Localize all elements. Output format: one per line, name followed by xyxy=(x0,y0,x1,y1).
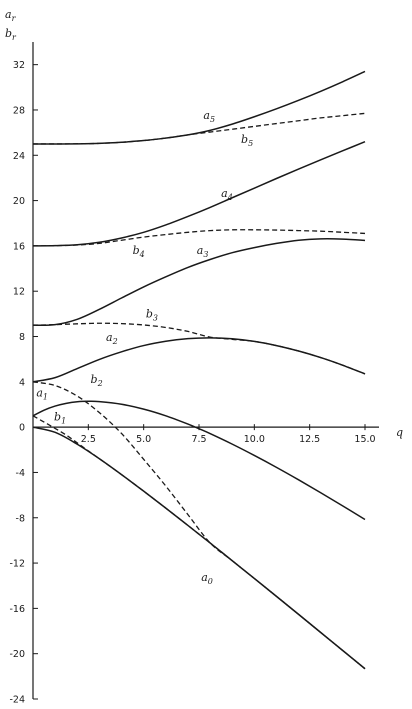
series-label-a2: a2 xyxy=(106,331,118,346)
y-axis-title: ar br xyxy=(5,8,17,42)
series-line-a0 xyxy=(32,426,366,670)
series-label-a1: a1 xyxy=(36,387,48,402)
y-tick-label: 28 xyxy=(13,105,25,116)
y-tick-label: -24 xyxy=(9,695,25,706)
x-tick-label: 12.5 xyxy=(299,434,320,445)
series-label-b4: b4 xyxy=(133,244,145,259)
series-label-a0: a0 xyxy=(201,571,213,586)
y-tick-label: 4 xyxy=(19,377,25,388)
y-axis-title-bottom-letter: b xyxy=(5,27,12,40)
series-line-a5 xyxy=(32,70,366,145)
y-axis-title-top-subscript: r xyxy=(12,14,17,23)
x-axis-title: q xyxy=(396,426,403,439)
y-tick-label: 24 xyxy=(13,151,25,162)
series-label-b1: b1 xyxy=(54,410,66,425)
series-line-a4 xyxy=(32,140,366,247)
y-axis-title-bottom-subscript: r xyxy=(12,33,17,42)
x-tick-label: 15.0 xyxy=(354,434,375,445)
y-tick-label: -12 xyxy=(9,559,25,570)
series-label-b3: b3 xyxy=(146,307,158,322)
curve-labels: a0 a1 b1 a2 b2 a3 b3 a4 b4 a5 b5 xyxy=(36,109,253,586)
series-curves xyxy=(32,70,366,670)
series-label-a4: a4 xyxy=(221,187,233,202)
series-label-b5: b5 xyxy=(241,133,253,148)
x-tick-label: 10.0 xyxy=(244,434,265,445)
y-tick-label: 16 xyxy=(13,241,25,252)
y-axis-title-bottom: br xyxy=(5,27,17,42)
y-tick-label: -8 xyxy=(16,513,25,524)
series-label-a5: a5 xyxy=(203,109,215,124)
y-axis-title-top-letter: a xyxy=(5,8,12,21)
y-tick-label: -20 xyxy=(9,649,25,660)
series-line-b2 xyxy=(32,381,366,670)
x-tick-label: 2.5 xyxy=(81,434,96,445)
series-line-a1 xyxy=(32,400,366,521)
series-line-b1 xyxy=(32,415,366,670)
series-line-a2 xyxy=(32,337,366,383)
y-tick-label: 20 xyxy=(13,196,25,207)
y-tick-label: 8 xyxy=(19,332,25,343)
y-ticks: -24 -20 -16 -12 -8 -4 0 4 8 12 16 20 24 28 32 xyxy=(9,60,38,706)
y-tick-label: 32 xyxy=(13,60,25,71)
series-label-a3: a3 xyxy=(197,244,209,259)
y-tick-label: -4 xyxy=(16,468,25,479)
series-line-a3 xyxy=(32,238,366,326)
x-ticks: 2.5 5.0 7.5 10.0 12.5 15.0 xyxy=(32,424,376,445)
series-label-b2: b2 xyxy=(91,373,103,388)
x-tick-label: 5.0 xyxy=(136,434,151,445)
axes xyxy=(32,42,379,699)
series-line-b5 xyxy=(32,112,366,145)
y-tick-label: 12 xyxy=(13,287,25,298)
y-tick-label: 0 xyxy=(19,423,25,434)
y-tick-label: -16 xyxy=(9,604,25,615)
y-axis-title-top: ar xyxy=(5,8,17,23)
x-tick-label: 7.5 xyxy=(191,434,206,445)
